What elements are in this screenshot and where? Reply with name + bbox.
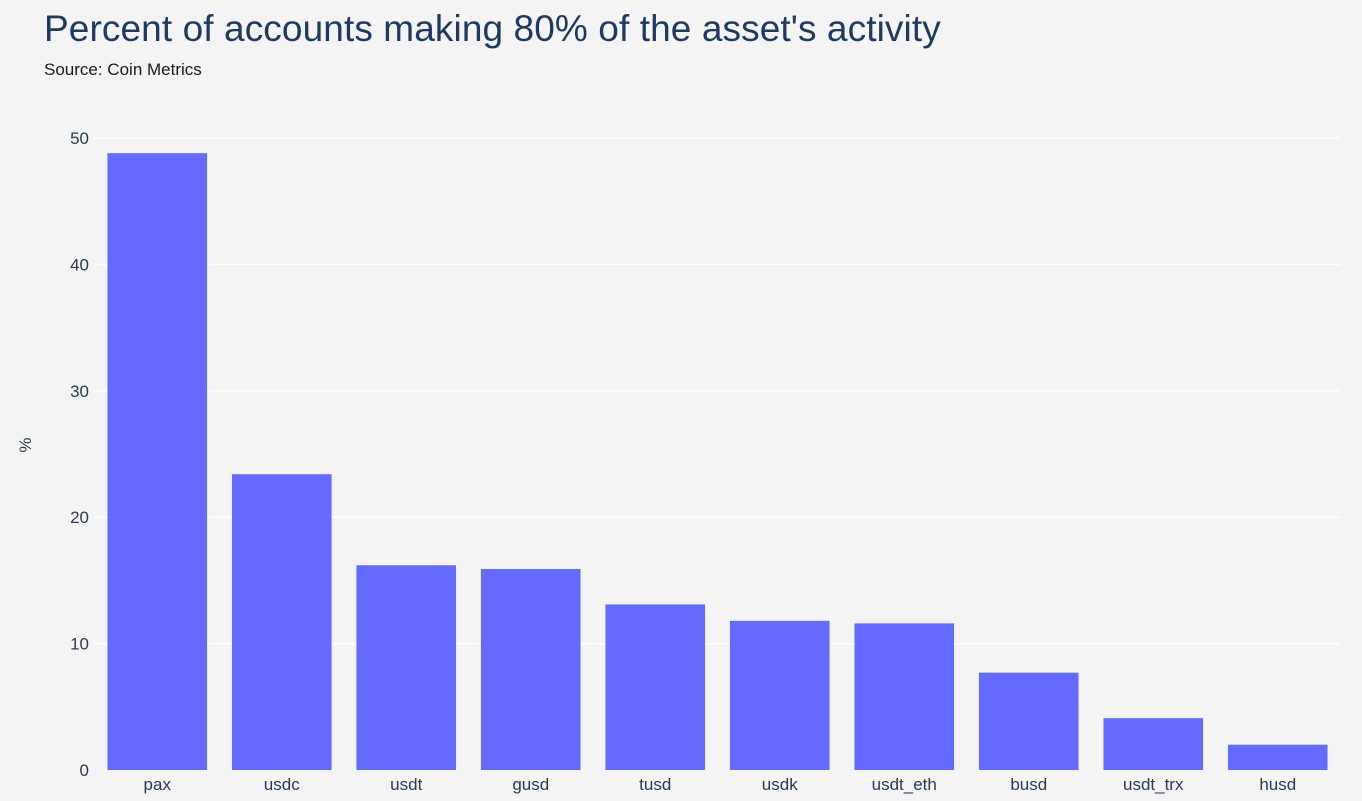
bar-usdt <box>356 565 457 770</box>
y-axis-title: % <box>16 437 35 452</box>
bar-busd <box>978 672 1079 770</box>
bar-gusd <box>480 569 581 770</box>
x-tick-label: usdk <box>762 775 798 794</box>
bars <box>107 153 1328 771</box>
x-tick-label: busd <box>1010 775 1047 794</box>
x-tick-label: usdt_eth <box>872 775 937 794</box>
chart-subtitle: Source: Coin Metrics <box>44 60 202 79</box>
y-tick-label: 50 <box>70 129 89 148</box>
x-tick-label: usdt_trx <box>1123 775 1184 794</box>
bar-husd <box>1227 744 1328 770</box>
x-axis-ticks: pax usdc usdt gusd tusd usdk usdt_eth busd usdt_… <box>144 775 1297 794</box>
y-tick-label: 40 <box>70 255 89 274</box>
y-tick-label: 0 <box>80 761 89 780</box>
chart-title: Percent of accounts making 80% of the as… <box>44 8 941 49</box>
x-tick-label: tusd <box>639 775 671 794</box>
y-tick-label: 30 <box>70 382 89 401</box>
y-tick-label: 20 <box>70 508 89 527</box>
x-tick-label: gusd <box>512 775 549 794</box>
x-tick-label: husd <box>1259 775 1296 794</box>
bar-usdt_trx <box>1103 718 1204 770</box>
bar-usdk <box>729 620 830 770</box>
x-tick-label: usdc <box>264 775 300 794</box>
bar-pax <box>107 153 208 771</box>
x-tick-label: usdt <box>390 775 422 794</box>
y-axis-ticks: 0 10 20 30 40 50 <box>70 129 89 780</box>
x-tick-label: pax <box>144 775 172 794</box>
y-tick-label: 10 <box>70 635 89 654</box>
bar-usdc <box>231 474 332 770</box>
bar-tusd <box>605 604 706 770</box>
bar-usdt_eth <box>854 623 955 770</box>
